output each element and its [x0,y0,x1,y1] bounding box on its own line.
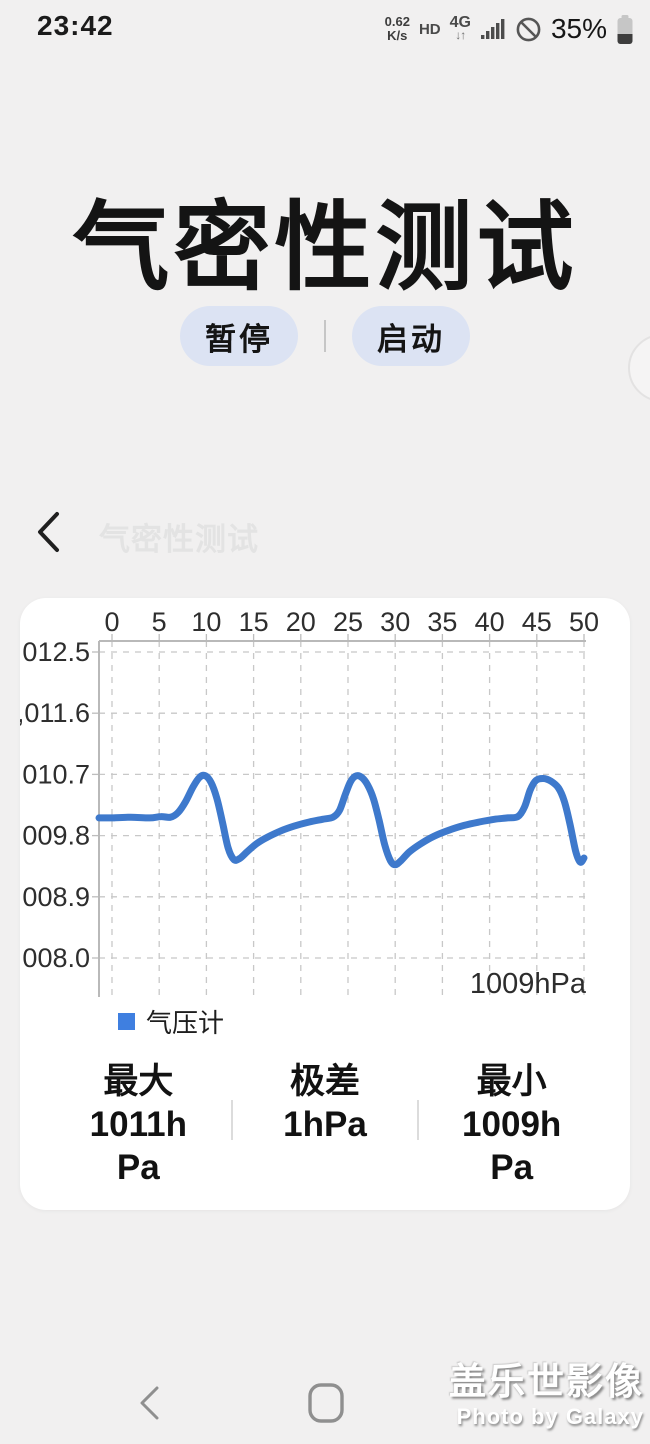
stat-divider [417,1100,420,1140]
stat-label: 最大 [103,1062,174,1101]
stat-label: 极差 [290,1062,361,1101]
home-icon [308,1383,344,1423]
stats-row: 最大 1011h Pa 极差 1hPa 最小 1009h Pa [46,1060,604,1189]
mobile-network-icon: 4G ↓↑ [449,14,471,42]
pressure-chart-card: 0 5 10 15 20 25 30 35 40 45 50 1,012.5 1,011.6 1,010.… [20,598,630,1210]
stat-1: 极差 1hPa [233,1060,418,1146]
battery-percent: 35% [550,13,607,44]
svg-text:10: 10 [191,607,221,637]
signal-strength-icon [480,19,505,39]
watermark-subtitle: Photo by Galaxy [456,1404,644,1429]
battery-icon [617,14,633,44]
stat-value-line: 1009h [462,1105,562,1144]
data-arrows-icon: ↓↑ [455,28,466,42]
svg-text:1,008.0: 1,008.0 [20,943,90,973]
pressure-chart: 0 5 10 15 20 25 30 35 40 45 50 1,012.5 1,011.6 1,010.… [20,607,599,997]
pause-button[interactable]: 暂停 [180,306,298,366]
network-speed: 0.62 K/s [385,15,410,43]
svg-text:1,010.7: 1,010.7 [20,759,90,789]
chevron-left-icon [38,512,59,552]
svg-text:30: 30 [380,607,410,637]
legend-swatch-icon [118,1013,135,1030]
svg-text:1,011.6: 1,011.6 [20,698,90,728]
back-button[interactable] [34,511,64,555]
hero-buttons: 暂停 启动 [0,306,650,366]
stat-value-line: Pa [490,1148,534,1187]
interruptions-blocked-icon [516,17,541,41]
svg-text:40: 40 [475,607,505,637]
back-icon [140,1386,159,1419]
app-header: 气密性测试 [0,505,650,557]
watermark-title: 盖乐世影像 [449,1361,644,1402]
network-speed-unit: K/s [387,28,408,43]
svg-text:25: 25 [333,607,363,637]
chart-legend: 气压计 [118,1003,224,1040]
stat-0: 最大 1011h Pa [46,1060,231,1189]
status-icons: 0.62 K/s HD 4G ↓↑ 35% [385,6,634,52]
legend-label: 气压计 [146,1008,225,1038]
current-pressure-label: 1009hPa [469,968,586,1000]
stat-value-line: 1hPa [283,1105,367,1144]
svg-text:15: 15 [239,607,269,637]
clock: 23:42 [37,10,114,41]
stat-label: 最小 [476,1062,547,1101]
header-title: 气密性测试 [99,522,259,557]
svg-text:20: 20 [286,607,316,637]
svg-text:35: 35 [427,607,457,637]
watermark: 盖乐世影像 Photo by Galaxy [449,1351,644,1430]
svg-text:0: 0 [104,607,119,637]
start-button[interactable]: 启动 [352,306,470,366]
svg-text:5: 5 [152,607,167,637]
stat-divider [230,1100,233,1140]
svg-text:50: 50 [569,607,599,637]
button-divider [324,320,326,352]
svg-text:1,008.9: 1,008.9 [20,882,90,912]
network-speed-value: 0.62 [384,14,410,29]
hd-voice-icon: HD [418,20,441,38]
page-title: 气密性测试 [72,193,578,302]
svg-text:1,012.5: 1,012.5 [20,637,90,667]
stat-value-line: 1011h [89,1105,187,1144]
svg-text:45: 45 [522,607,552,637]
status-bar: 23:42 0.62 K/s HD 4G ↓↑ 35% [0,0,650,56]
stat-value-line: Pa [116,1148,160,1187]
nav-home-button[interactable] [305,1382,347,1424]
nav-back-button[interactable] [134,1384,166,1424]
stat-2: 最小 1009h Pa [419,1060,604,1189]
svg-text:1,009.8: 1,009.8 [20,821,90,851]
network-type-label: 4G [449,14,471,31]
